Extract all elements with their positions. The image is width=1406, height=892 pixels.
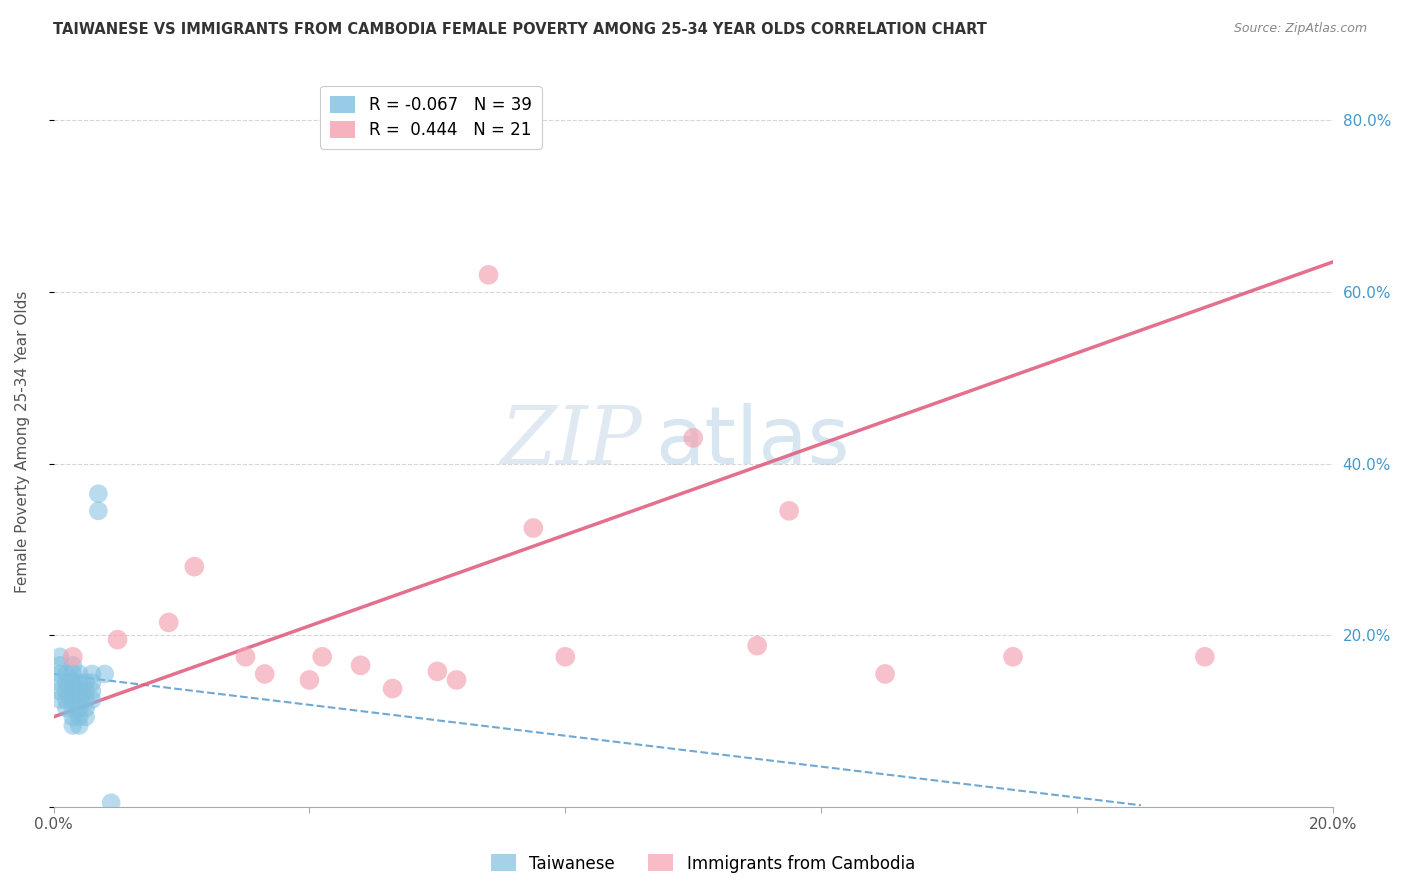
Point <box>62 675 84 690</box>
Point <box>80 684 103 698</box>
Point <box>67 675 90 690</box>
Point <box>49 649 72 664</box>
Point <box>80 675 103 690</box>
Point <box>67 692 90 706</box>
Point <box>67 710 90 724</box>
Point <box>62 649 84 664</box>
Point <box>55 667 77 681</box>
Point <box>67 718 90 732</box>
Point <box>75 684 97 698</box>
Point <box>235 649 257 664</box>
Point <box>62 667 84 681</box>
Point <box>62 658 84 673</box>
Point <box>49 667 72 681</box>
Point <box>747 639 769 653</box>
Point <box>682 431 704 445</box>
Legend: R = -0.067   N = 39, R =  0.444   N = 21: R = -0.067 N = 39, R = 0.444 N = 21 <box>321 86 541 149</box>
Point <box>183 559 205 574</box>
Point <box>55 692 77 706</box>
Point <box>62 692 84 706</box>
Point <box>55 675 77 690</box>
Point <box>75 710 97 724</box>
Point <box>49 692 72 706</box>
Y-axis label: Female Poverty Among 25-34 Year Olds: Female Poverty Among 25-34 Year Olds <box>15 291 30 593</box>
Point <box>522 521 544 535</box>
Point <box>1194 649 1216 664</box>
Point <box>554 649 576 664</box>
Text: ZIP: ZIP <box>501 403 643 481</box>
Point <box>87 486 110 500</box>
Point <box>49 684 72 698</box>
Text: TAIWANESE VS IMMIGRANTS FROM CAMBODIA FEMALE POVERTY AMONG 25-34 YEAR OLDS CORRE: TAIWANESE VS IMMIGRANTS FROM CAMBODIA FE… <box>53 22 987 37</box>
Point <box>426 665 449 679</box>
Point <box>62 718 84 732</box>
Point <box>49 658 72 673</box>
Point <box>62 701 84 715</box>
Point <box>62 710 84 724</box>
Legend: Taiwanese, Immigrants from Cambodia: Taiwanese, Immigrants from Cambodia <box>484 847 922 880</box>
Point <box>311 649 333 664</box>
Point <box>381 681 404 696</box>
Text: Source: ZipAtlas.com: Source: ZipAtlas.com <box>1233 22 1367 36</box>
Point <box>94 667 117 681</box>
Point <box>75 675 97 690</box>
Point <box>298 673 321 687</box>
Point <box>157 615 180 630</box>
Point <box>349 658 371 673</box>
Point <box>87 504 110 518</box>
Point <box>778 504 800 518</box>
Point <box>80 692 103 706</box>
Point <box>477 268 499 282</box>
Point <box>67 684 90 698</box>
Point <box>49 675 72 690</box>
Point <box>55 701 77 715</box>
Point <box>446 673 468 687</box>
Point <box>253 667 276 681</box>
Point <box>67 667 90 681</box>
Point <box>873 667 896 681</box>
Point <box>1001 649 1024 664</box>
Point <box>75 692 97 706</box>
Point <box>55 684 77 698</box>
Point <box>62 684 84 698</box>
Point <box>80 667 103 681</box>
Point <box>107 632 129 647</box>
Point <box>67 701 90 715</box>
Point <box>100 796 122 810</box>
Point <box>75 701 97 715</box>
Text: atlas: atlas <box>655 403 849 481</box>
